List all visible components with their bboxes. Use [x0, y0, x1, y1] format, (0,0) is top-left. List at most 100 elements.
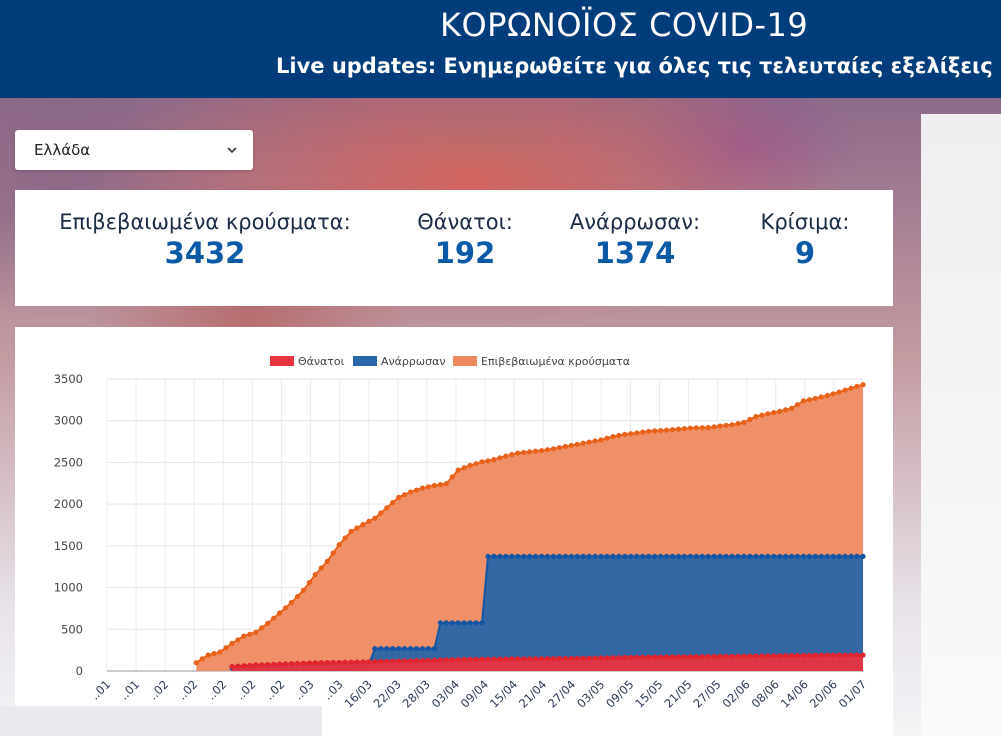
point-recovered	[467, 620, 473, 626]
point-confirmed	[622, 431, 628, 437]
point-confirmed	[473, 461, 479, 467]
point-deaths	[425, 657, 431, 663]
point-recovered	[664, 553, 670, 559]
point-deaths	[521, 656, 527, 662]
point-recovered	[842, 553, 848, 559]
point-confirmed	[461, 465, 467, 471]
point-confirmed	[699, 425, 705, 431]
point-recovered	[687, 553, 694, 559]
point-recovered	[396, 646, 402, 652]
point-recovered	[372, 646, 378, 652]
point-confirmed	[294, 593, 301, 600]
point-confirmed	[592, 438, 598, 444]
point-deaths	[491, 656, 497, 662]
point-confirmed	[640, 429, 646, 435]
point-deaths	[283, 661, 289, 667]
point-recovered	[675, 553, 682, 559]
point-recovered	[604, 553, 610, 559]
area-deaths	[232, 655, 863, 671]
point-deaths	[473, 656, 479, 662]
point-confirmed	[271, 615, 277, 621]
point-deaths	[229, 663, 235, 670]
x-tick-label: 21/04	[516, 677, 549, 710]
point-deaths	[640, 654, 646, 660]
point-confirmed	[437, 482, 443, 488]
y-tick-label: 2000	[54, 497, 83, 511]
point-recovered	[723, 553, 729, 559]
point-deaths	[759, 653, 765, 659]
point-deaths	[818, 652, 824, 658]
point-deaths	[402, 658, 408, 664]
point-deaths	[312, 660, 318, 666]
point-deaths	[539, 656, 545, 662]
point-confirmed	[366, 518, 372, 524]
point-deaths	[806, 652, 813, 658]
point-confirmed	[664, 427, 670, 433]
point-recovered	[812, 553, 819, 559]
point-deaths	[544, 656, 551, 662]
point-confirmed	[372, 515, 378, 521]
point-deaths	[598, 655, 604, 661]
point-recovered	[431, 646, 437, 652]
point-deaths	[241, 663, 247, 669]
point-deaths	[288, 661, 295, 667]
point-deaths	[675, 654, 682, 660]
point-confirmed	[217, 649, 223, 655]
point-confirmed	[628, 431, 634, 437]
point-confirmed	[759, 412, 765, 418]
point-deaths	[580, 655, 586, 661]
point-deaths	[830, 652, 836, 658]
point-recovered	[521, 553, 527, 559]
point-deaths	[705, 653, 711, 660]
point-confirmed	[336, 542, 342, 548]
point-recovered	[413, 646, 420, 652]
point-deaths	[515, 656, 521, 662]
point-recovered	[628, 553, 634, 559]
legend-swatch	[270, 356, 294, 366]
point-deaths	[265, 661, 271, 668]
point-deaths	[360, 659, 366, 665]
point-recovered	[592, 553, 598, 559]
country-select-value: Ελλάδα	[34, 141, 91, 159]
point-deaths	[753, 653, 759, 659]
point-deaths	[610, 655, 616, 661]
point-confirmed	[794, 402, 801, 408]
point-recovered	[729, 553, 735, 559]
point-confirmed	[753, 414, 759, 420]
point-confirmed	[229, 640, 235, 646]
point-deaths	[854, 652, 860, 658]
point-deaths	[533, 656, 539, 662]
y-tick-label: 1000	[54, 581, 83, 595]
point-confirmed	[491, 457, 497, 463]
point-deaths	[396, 658, 402, 664]
x-tick-label: ..02	[233, 677, 258, 702]
point-deaths	[497, 656, 503, 662]
point-confirmed	[509, 452, 515, 458]
point-deaths	[669, 654, 676, 660]
x-tick-label: 09/05	[603, 677, 636, 710]
point-recovered	[586, 553, 592, 559]
point-confirmed	[419, 485, 426, 491]
page-title: ΚΟΡΩΝΟΪΟΣ COVID-19	[440, 6, 809, 44]
point-deaths	[717, 653, 723, 659]
y-tick-label: 0	[76, 664, 83, 678]
point-confirmed	[812, 395, 819, 402]
point-recovered	[610, 553, 616, 559]
point-confirmed	[497, 455, 503, 461]
point-confirmed	[675, 426, 682, 432]
app-header: ΚΟΡΩΝΟΪΟΣ COVID-19 Live updates: Ενημερω…	[0, 0, 1001, 98]
point-recovered	[741, 553, 747, 559]
x-tick-label: 01/07	[836, 677, 869, 710]
point-recovered	[408, 646, 414, 652]
point-deaths	[431, 657, 437, 663]
legend-label: Επιβεβαιωμένα κρούσματα	[481, 355, 630, 368]
point-confirmed	[205, 652, 211, 658]
point-confirmed	[211, 651, 217, 657]
point-confirmed	[556, 445, 563, 451]
country-select[interactable]: Ελλάδα	[15, 130, 253, 170]
bottom-bar	[0, 706, 322, 736]
point-deaths	[741, 653, 747, 659]
x-tick-label: ..02	[262, 677, 287, 702]
point-recovered	[806, 553, 813, 559]
